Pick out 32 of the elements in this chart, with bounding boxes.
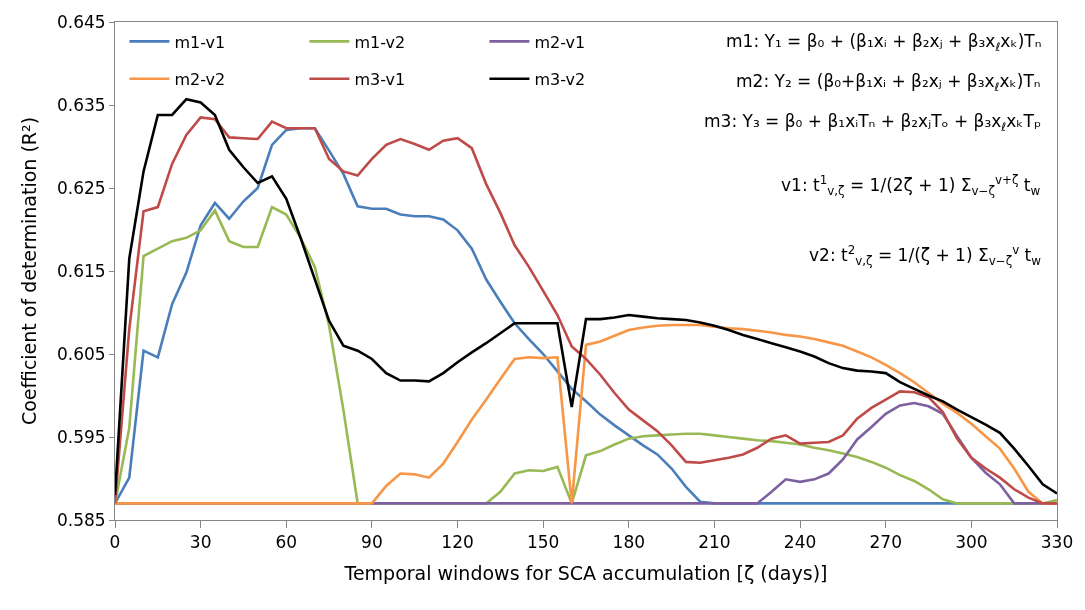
- x-tick-label: 0: [109, 532, 121, 553]
- annotation: v1: t$^{1}$$_{v,ζ}$ = 1/(2ζ + 1) Σ$_{v−ζ}$$^{v+ζ}$ t$_{w}$: [781, 173, 1041, 198]
- legend-label: m2-v1: [534, 32, 586, 52]
- x-tick-label: 30: [189, 532, 212, 553]
- legend-label: m2-v2: [174, 69, 226, 89]
- y-tick-label: 0.625: [56, 177, 106, 198]
- legend-label: m1-v1: [174, 32, 226, 52]
- x-tick-label: 240: [783, 532, 817, 553]
- legend-label: m3-v2: [534, 69, 586, 89]
- y-tick-label: 0.595: [56, 426, 106, 447]
- y-tick-label: 0.645: [56, 11, 106, 32]
- annotation: m1: Y₁ = β₀ + (β₁xᵢ + β₂xⱼ + β₃x$_{ℓ}$xₖ)Tₙ: [726, 31, 1042, 54]
- x-tick-label: 180: [612, 532, 646, 553]
- y-axis-title: Coefficient of determination (R²): [17, 116, 40, 426]
- annotation: v2: t$^{2}$$_{v,ζ}$ = 1/(ζ + 1) Σ$_{v−ζ}$$^{v}$ t$_{w}$: [809, 243, 1042, 268]
- x-tick-label: 90: [361, 532, 383, 553]
- legend-label: m1-v2: [354, 32, 406, 52]
- y-tick-label: 0.605: [56, 343, 106, 364]
- x-tick-label: 150: [526, 532, 560, 553]
- x-tick-label: 60: [275, 532, 298, 553]
- x-axis-title: Temporal windows for SCA accumulation [ζ (days)]: [343, 562, 828, 585]
- annotation: m2: Y₂ = (β₀+β₁xᵢ + β₂xⱼ + β₃x$_{ℓ}$xₖ)Tₙ: [736, 71, 1041, 94]
- x-tick-label: 330: [1040, 532, 1074, 553]
- y-tick-label: 0.615: [56, 260, 106, 281]
- x-tick-label: 300: [955, 532, 988, 553]
- annotation: m3: Y₃ = β₀ + β₁xᵢTₙ + β₂xⱼTₒ + β₃x$_{ℓ}$xₖTₚ: [704, 111, 1042, 134]
- x-tick-label: 210: [698, 532, 731, 553]
- y-tick-label: 0.585: [56, 509, 106, 530]
- x-tick-label: 270: [869, 532, 902, 553]
- x-tick-label: 120: [441, 532, 474, 553]
- legend-label: m3-v1: [354, 69, 406, 89]
- y-tick-label: 0.635: [56, 94, 106, 115]
